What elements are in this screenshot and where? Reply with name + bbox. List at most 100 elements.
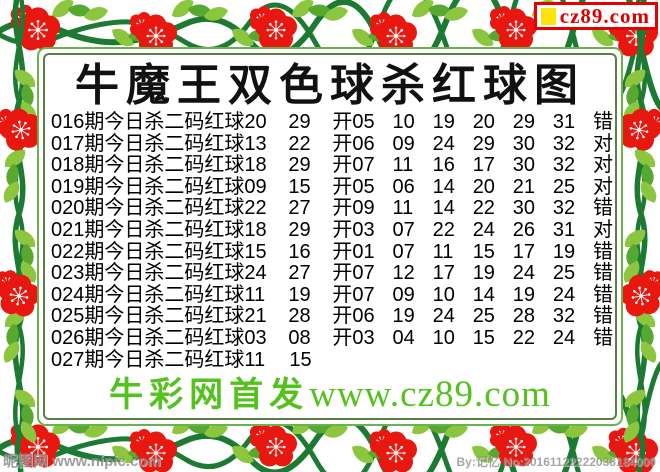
period-label: 021期今日杀二码红球 bbox=[51, 218, 245, 241]
open-number: 24 bbox=[512, 262, 536, 285]
period-label: 024期今日杀二码红球 bbox=[51, 283, 245, 306]
open-number: 09 bbox=[352, 197, 375, 220]
period-label: 023期今日杀二码红球 bbox=[51, 262, 245, 285]
site-badge-label: cz89.com bbox=[559, 3, 650, 28]
open-label: 开 bbox=[332, 111, 353, 133]
open-number: 15 bbox=[472, 326, 495, 349]
kill-number: 13 bbox=[244, 132, 267, 155]
open-number: 03 bbox=[352, 326, 375, 349]
open-number: 30 bbox=[512, 197, 536, 220]
open-label: 开 bbox=[332, 262, 353, 285]
table-row: 020期今日杀二码红球 22 27 开 09 11 14 22 30 32 错 bbox=[51, 198, 613, 220]
period-label: 019期今日杀二码红球 bbox=[51, 175, 245, 198]
table-row: 016期今日杀二码红球 20 29 开 05 10 19 20 29 31 错 bbox=[51, 111, 613, 134]
open-number: 25 bbox=[472, 305, 495, 328]
kill-number: 22 bbox=[288, 132, 311, 155]
open-number: 15 bbox=[472, 240, 495, 263]
open-number: 22 bbox=[472, 197, 495, 220]
kill-number: 15 bbox=[288, 175, 311, 198]
kill-number: 27 bbox=[288, 262, 311, 285]
open-number: 17 bbox=[472, 154, 495, 177]
table-row: 018期今日杀二码红球 18 29 开 07 11 16 17 30 32 对 bbox=[51, 155, 613, 177]
open-number: 31 bbox=[552, 218, 576, 241]
kill-number: 20 bbox=[244, 111, 267, 133]
open-number: 25 bbox=[552, 175, 576, 198]
open-number: 32 bbox=[552, 197, 576, 220]
open-number: 17 bbox=[432, 262, 455, 285]
open-number: 10 bbox=[432, 326, 455, 349]
open-number: 30 bbox=[512, 154, 536, 177]
kill-table: 016期今日杀二码红球 20 29 开 05 10 19 20 29 31 错 017期今日杀二码红球… bbox=[47, 111, 613, 372]
open-number: 11 bbox=[392, 197, 414, 220]
open-label: 开 bbox=[332, 326, 353, 349]
kill-number: 28 bbox=[288, 305, 311, 328]
period-label: 027期今日杀二码红球 bbox=[51, 348, 245, 371]
kill-number: 18 bbox=[244, 154, 267, 177]
table-row: 025期今日杀二码红球 21 28 开 06 19 24 25 28 32 错 bbox=[51, 306, 613, 328]
kill-number: 11 bbox=[244, 348, 266, 371]
open-number: 09 bbox=[392, 132, 415, 155]
table-row: 027期今日杀二码红球 11 15 bbox=[51, 348, 613, 372]
open-number: 05 bbox=[352, 175, 375, 198]
kill-number: 29 bbox=[288, 154, 311, 177]
kill-number: 16 bbox=[288, 240, 311, 263]
open-number: 22 bbox=[512, 326, 536, 349]
result-flag: 错 bbox=[592, 283, 613, 306]
period-label: 017期今日杀二码红球 bbox=[51, 132, 245, 155]
open-label: 开 bbox=[332, 175, 353, 198]
kill-number: 24 bbox=[244, 262, 267, 285]
open-number: 06 bbox=[352, 305, 375, 328]
result-flag: 错 bbox=[592, 326, 613, 349]
period-label: 022期今日杀二码红球 bbox=[51, 240, 245, 263]
footer-site-link[interactable]: www.cz89.com bbox=[309, 374, 551, 415]
kill-number: 19 bbox=[288, 283, 311, 306]
open-number: 07 bbox=[352, 262, 375, 285]
kill-number: 11 bbox=[244, 283, 266, 306]
table-row: 026期今日杀二码红球 03 08 开 03 04 10 15 22 24 错 bbox=[51, 326, 613, 350]
open-number: 32 bbox=[552, 305, 576, 328]
open-number: 07 bbox=[352, 283, 375, 306]
result-flag: 对 bbox=[592, 218, 613, 241]
open-number: 24 bbox=[472, 218, 495, 241]
open-label: 开 bbox=[332, 218, 353, 241]
result-flag: 对 bbox=[592, 154, 613, 177]
period-label: 025期今日杀二码红球 bbox=[51, 305, 245, 328]
open-number: 07 bbox=[392, 218, 415, 241]
open-label: 开 bbox=[332, 240, 353, 263]
open-number: 31 bbox=[552, 111, 576, 133]
open-number: 10 bbox=[432, 283, 455, 306]
site-badge[interactable]: cz89.com bbox=[533, 2, 658, 30]
kill-number: 03 bbox=[244, 326, 267, 349]
kill-number: 27 bbox=[288, 197, 311, 220]
kill-number: 15 bbox=[289, 348, 312, 371]
open-number: 06 bbox=[392, 175, 415, 198]
open-number: 06 bbox=[352, 132, 375, 155]
table-row: 019期今日杀二码红球 09 15 开 05 06 14 20 21 25 对 bbox=[51, 175, 613, 199]
table-row: 017期今日杀二码红球 13 22 开 06 09 24 29 30 32 对 bbox=[51, 132, 613, 156]
table-row: 021期今日杀二码红球 18 29 开 03 07 22 24 26 31 对 bbox=[51, 218, 613, 242]
open-label: 开 bbox=[332, 154, 353, 177]
open-number: 14 bbox=[432, 175, 455, 198]
watermark-serial: By:记忆 No:20161122222038184000 bbox=[456, 455, 656, 469]
poster-title: 牛魔王双色球杀红球图 bbox=[75, 61, 585, 110]
open-number: 07 bbox=[392, 240, 415, 263]
footer-brand: 牛彩网首发 bbox=[109, 377, 310, 414]
open-number: 11 bbox=[392, 154, 414, 177]
open-number: 26 bbox=[512, 218, 536, 241]
poster-frame: 牛魔王双色球杀红球图 016期今日杀二码红球 20 29 开 05 10 19 20 29 31 错… bbox=[37, 47, 623, 426]
open-label: 开 bbox=[332, 283, 353, 306]
kill-number: 29 bbox=[288, 111, 311, 133]
open-number: 24 bbox=[552, 283, 576, 306]
result-flag: 错 bbox=[592, 197, 613, 220]
result-flag: 错 bbox=[592, 111, 613, 133]
open-number: 29 bbox=[472, 132, 495, 155]
kill-number: 09 bbox=[244, 175, 267, 198]
poster-frame-inner: 牛魔王双色球杀红球图 016期今日杀二码红球 20 29 开 05 10 19 20 29 31 错… bbox=[43, 53, 617, 420]
open-number: 10 bbox=[392, 111, 415, 133]
open-number: 24 bbox=[432, 132, 455, 155]
open-number: 24 bbox=[552, 326, 576, 349]
open-number: 20 bbox=[472, 111, 495, 133]
open-number: 12 bbox=[392, 262, 415, 285]
open-number: 05 bbox=[352, 111, 375, 133]
